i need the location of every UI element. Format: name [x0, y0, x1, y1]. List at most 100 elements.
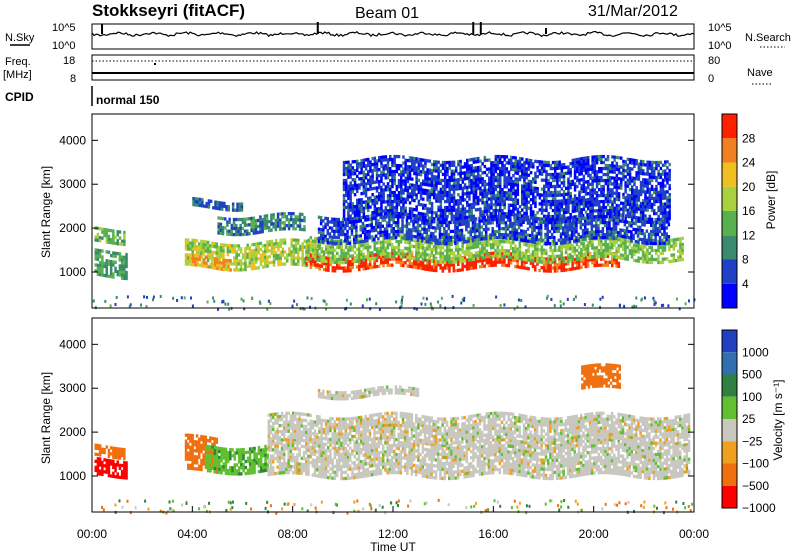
power-cell	[301, 254, 304, 258]
power-cell	[402, 260, 405, 265]
power-cell	[517, 220, 521, 224]
power-cell	[228, 217, 231, 221]
power-cell	[386, 200, 390, 204]
power-cell	[551, 160, 555, 165]
power-cell	[266, 249, 269, 253]
power-cell	[612, 218, 616, 222]
power-cell	[329, 262, 332, 267]
power-cell	[411, 177, 414, 181]
power-cell	[525, 185, 528, 189]
power-cell	[531, 259, 535, 263]
power-cell	[395, 187, 399, 192]
power-cell	[397, 246, 401, 250]
power-cell	[195, 254, 199, 258]
power-cell	[429, 231, 433, 236]
power-cell	[446, 169, 449, 174]
power-cell	[463, 213, 467, 217]
power-cell	[303, 245, 307, 249]
power-cell	[389, 200, 392, 204]
power-cell	[570, 224, 574, 229]
power-cell	[389, 185, 392, 189]
power-cell	[187, 253, 190, 257]
power-cell	[345, 187, 348, 192]
power-cell	[505, 161, 509, 165]
power-cell	[537, 223, 541, 227]
power-cell	[347, 193, 350, 197]
power-cell	[218, 204, 222, 208]
power-cell	[417, 169, 421, 173]
power-cell	[373, 235, 376, 239]
power-cell	[509, 246, 513, 250]
power-cell	[504, 230, 508, 234]
power-cell	[123, 258, 126, 262]
power-cell	[452, 269, 456, 273]
power-cell	[261, 227, 264, 231]
power-cell	[390, 218, 393, 222]
power-cell	[492, 237, 495, 241]
power-cell	[525, 215, 528, 219]
power-cell	[424, 161, 427, 166]
power-cell	[292, 238, 296, 242]
power-cell	[581, 237, 585, 242]
power-cell	[514, 195, 517, 199]
power-cell	[465, 261, 469, 265]
power-cell	[391, 248, 394, 253]
power-cell	[237, 259, 241, 263]
power-cell	[233, 259, 236, 263]
power-cell	[235, 226, 238, 231]
power-cell	[393, 172, 396, 177]
power-cell	[424, 249, 427, 254]
power-data	[92, 154, 696, 311]
power-cell	[547, 199, 550, 204]
power-cell	[479, 189, 482, 193]
power-cell	[417, 202, 421, 206]
power-cell	[558, 211, 561, 215]
power-cell	[444, 175, 447, 180]
power-cell	[556, 190, 559, 194]
power-cell	[512, 207, 515, 211]
power-cell	[468, 176, 471, 180]
power-cell	[468, 185, 471, 189]
power-cell	[476, 244, 480, 249]
power-cell	[279, 238, 282, 242]
power-cell	[663, 229, 666, 233]
power-cell	[347, 266, 350, 270]
power-cell	[449, 220, 453, 225]
power-cell	[617, 256, 621, 260]
power-cell	[202, 252, 205, 256]
power-cell	[349, 217, 352, 221]
power-cell	[257, 248, 260, 252]
power-cell	[512, 247, 515, 251]
power-cell	[386, 185, 390, 189]
power-cell	[545, 193, 548, 198]
power-cell	[478, 216, 481, 220]
power-cell	[496, 208, 500, 213]
power-cell	[503, 167, 506, 171]
power-cell	[501, 212, 504, 216]
power-cell	[496, 199, 500, 204]
power-cell	[590, 236, 594, 240]
power-cell	[422, 191, 425, 195]
power-cell	[435, 214, 438, 218]
power-cell	[549, 269, 552, 273]
power-cell	[358, 201, 361, 205]
power-cell	[450, 193, 454, 197]
power-cell	[525, 188, 528, 192]
power-cell	[96, 235, 100, 239]
power-cell	[345, 193, 348, 198]
power-cell	[367, 196, 370, 201]
power-cell	[216, 260, 219, 265]
power-cell	[219, 225, 223, 229]
power-cell	[443, 260, 447, 265]
power-cell	[505, 179, 509, 183]
power-cell	[361, 227, 365, 232]
power-cell	[352, 238, 356, 242]
power-cell	[527, 200, 531, 204]
power-cell	[488, 182, 491, 186]
power-cell	[402, 209, 405, 213]
power-cell	[560, 259, 563, 264]
power-cell	[317, 227, 321, 231]
power-cell	[239, 226, 242, 231]
power-cell	[254, 222, 258, 226]
power-cell	[380, 191, 383, 195]
